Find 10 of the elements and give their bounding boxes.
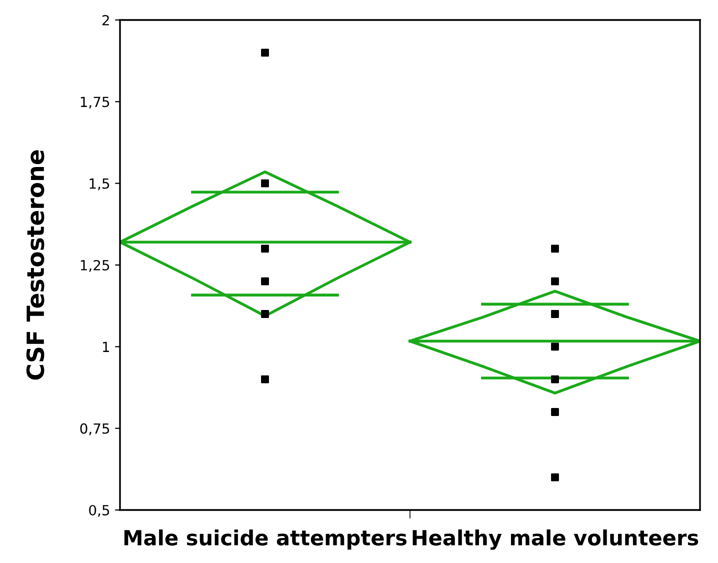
y-tick-label: 0,5 [89, 504, 110, 517]
y-tick-label: 1,25 [80, 260, 110, 272]
y-tick-label: 0,75 [80, 423, 110, 436]
x-tick-label: Healthy male volunteers [412, 529, 698, 550]
y-tick-label: 1,5 [90, 178, 110, 190]
y-tick-label: 2 [102, 14, 109, 26]
y-axis-title: CSF Testosterone [26, 150, 44, 380]
y-tick-label: 1 [102, 342, 109, 352]
x-tick-label: Male suicide attempters [124, 529, 406, 550]
y-tick-label: 1,75 [80, 96, 110, 109]
